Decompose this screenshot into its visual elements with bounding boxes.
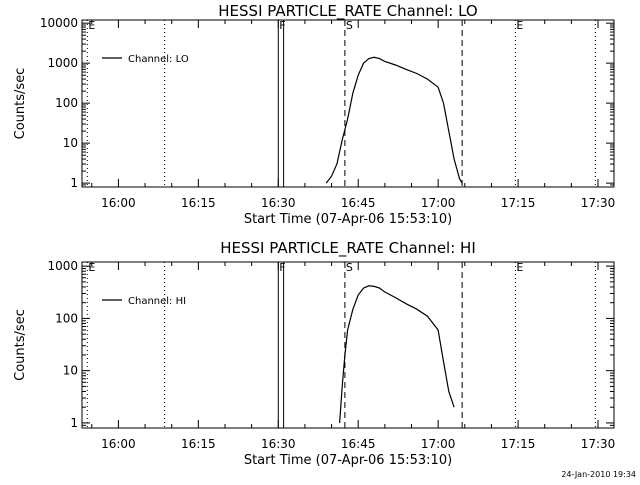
x-tick-label: 16:45 bbox=[341, 437, 376, 451]
x-tick-label: 16:30 bbox=[261, 196, 296, 210]
x-axis-label: Start Time (07-Apr-06 15:53:10) bbox=[244, 453, 452, 468]
x-tick-label: 17:15 bbox=[501, 196, 536, 210]
marker-label: S bbox=[346, 19, 353, 32]
x-tick-label: 17:00 bbox=[421, 437, 456, 451]
marker-label: F bbox=[279, 19, 285, 32]
marker-label: E bbox=[516, 19, 523, 32]
y-tick-label: 1000 bbox=[47, 259, 78, 273]
marker-label: F bbox=[279, 261, 285, 274]
y-tick-label: 10000 bbox=[40, 16, 78, 30]
chart-title: HESSI PARTICLE_RATE Channel: HI bbox=[220, 239, 476, 258]
y-tick-label: 1 bbox=[70, 416, 78, 430]
marker-label: E bbox=[88, 19, 95, 32]
x-tick-label: 16:00 bbox=[101, 437, 136, 451]
marker-label: E bbox=[88, 261, 95, 274]
y-axis-label: Counts/sec bbox=[13, 68, 28, 140]
x-axis-label: Start Time (07-Apr-06 15:53:10) bbox=[244, 212, 452, 227]
y-tick-label: 10 bbox=[63, 136, 78, 150]
plot-frame bbox=[81, 261, 615, 429]
legend-label: Channel: LO bbox=[128, 54, 189, 65]
x-tick-label: 17:30 bbox=[581, 437, 616, 451]
x-tick-label: 16:45 bbox=[341, 196, 376, 210]
chart-title: HESSI PARTICLE_RATE Channel: LO bbox=[218, 2, 477, 21]
y-tick-label: 10 bbox=[63, 364, 78, 378]
y-axis-label: Counts/sec bbox=[13, 309, 28, 381]
chart-panel-1: HESSI PARTICLE_RATE Channel: LO 16:00 16:1… bbox=[13, 2, 615, 227]
legend-label: Channel: HI bbox=[128, 296, 186, 307]
x-tick-label: 16:15 bbox=[181, 437, 216, 451]
y-tick-label: 100 bbox=[55, 311, 78, 325]
marker-label: S bbox=[346, 261, 353, 274]
chart-panel-2: HESSI PARTICLE_RATE Channel: HI 16:00 16:1… bbox=[13, 239, 615, 468]
x-tick-label: 16:15 bbox=[181, 196, 216, 210]
x-tick-label: 17:30 bbox=[581, 196, 616, 210]
x-tick-label: 16:30 bbox=[261, 437, 296, 451]
marker-label: E bbox=[516, 261, 523, 274]
series-line bbox=[325, 56, 463, 184]
series-line bbox=[339, 285, 455, 423]
footer-timestamp: 24-Jan-2010 19:34 bbox=[561, 470, 636, 479]
y-tick-label: 100 bbox=[55, 96, 78, 110]
y-tick-label: 1 bbox=[70, 176, 78, 190]
y-tick-label: 1000 bbox=[47, 56, 78, 70]
x-tick-label: 17:00 bbox=[421, 196, 456, 210]
x-tick-label: 17:15 bbox=[501, 437, 536, 451]
x-tick-label: 16:00 bbox=[101, 196, 136, 210]
